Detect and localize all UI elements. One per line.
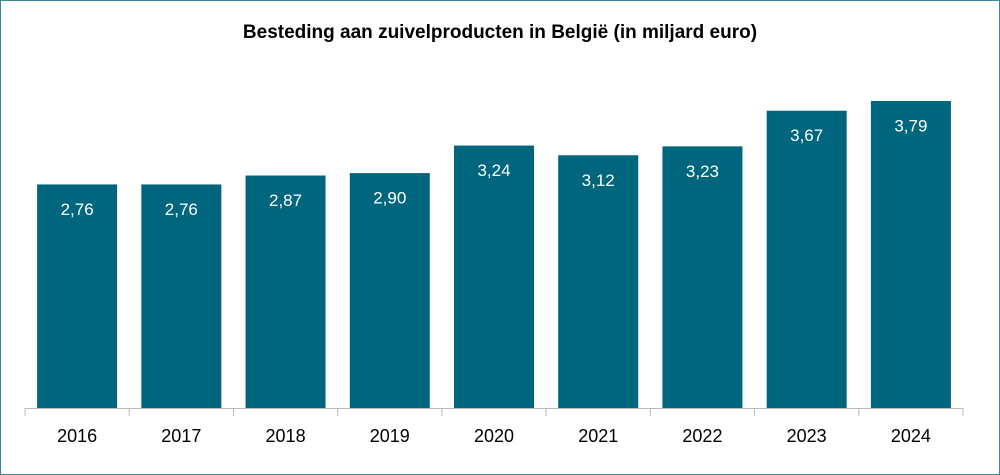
- bar: [558, 155, 639, 408]
- value-label: 3,67: [790, 126, 823, 145]
- x-tick-label: 2018: [266, 426, 306, 446]
- value-label: 2,76: [165, 200, 198, 219]
- x-tick-label: 2021: [578, 426, 618, 446]
- bar: [766, 110, 847, 409]
- x-tick-label: 2023: [787, 426, 827, 446]
- value-label: 2,76: [61, 200, 94, 219]
- value-label: 3,12: [582, 171, 615, 190]
- bar: [141, 184, 222, 408]
- value-label: 2,87: [269, 191, 302, 210]
- x-tick-label: 2016: [57, 426, 97, 446]
- bar: [245, 175, 326, 408]
- value-label: 3,23: [686, 162, 719, 181]
- x-tick-label: 2019: [370, 426, 410, 446]
- bar: [870, 101, 951, 408]
- value-label: 2,90: [373, 189, 406, 208]
- bar: [454, 145, 534, 408]
- bar: [349, 173, 430, 408]
- x-tick-label: 2020: [474, 426, 514, 446]
- chart-title: Besteding aan zuivelproducten in België …: [243, 22, 757, 43]
- x-tick-label: 2024: [891, 426, 931, 446]
- value-label: 3,79: [894, 116, 927, 135]
- value-label: 3,24: [477, 161, 510, 180]
- bar: [662, 146, 743, 408]
- bar: [37, 184, 118, 408]
- x-tick-label: 2017: [161, 426, 201, 446]
- x-tick-label: 2022: [682, 426, 722, 446]
